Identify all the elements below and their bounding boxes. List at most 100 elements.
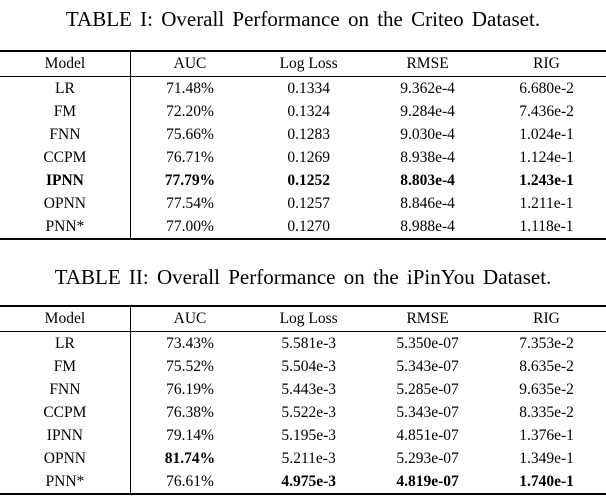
metric-cell: 75.52%	[166, 357, 214, 375]
table-body: LR 71.48% 0.1334 9.362e-4 6.680e-2 FM 72.20% 0.…	[0, 76, 606, 239]
performance-table-criteo: Model AUC Log Loss RMSE RIG LR 71.48% 0.1334 9.…	[0, 50, 606, 240]
table-2-caption: TABLE II: Overall Performance on the iPi…	[54, 265, 552, 289]
column-header-log-loss: Log Loss	[279, 310, 338, 327]
metric-cell: 5.293e-07	[396, 449, 459, 467]
metric-cell: 77.00%	[166, 217, 214, 235]
metric-cell: 8.988e-4	[400, 217, 455, 235]
metric-cell: 5.350e-07	[396, 334, 459, 352]
metric-cell: 6.680e-2	[519, 79, 574, 97]
model-cell: IPNN	[0, 424, 131, 447]
column-header-rig: RIG	[533, 55, 560, 72]
table-header: Model AUC Log Loss RMSE RIG	[0, 51, 606, 77]
column-header-rmse: RMSE	[406, 55, 449, 72]
model-cell: PNN*	[0, 215, 131, 239]
metric-cell: 9.362e-4	[400, 79, 455, 97]
table-row: CCPM 76.71% 0.1269 8.938e-4 1.124e-1	[0, 146, 606, 169]
metric-cell: 1.243e-1	[519, 171, 574, 189]
metric-cell: 0.1270	[287, 217, 330, 235]
table-header: Model AUC Log Loss RMSE RIG	[0, 306, 606, 332]
metric-cell: 5.211e-3	[281, 449, 336, 467]
metric-cell: 0.1324	[287, 102, 330, 120]
column-header-auc: AUC	[173, 55, 207, 72]
metric-cell: 79.14%	[166, 426, 214, 444]
metric-cell: 71.48%	[166, 79, 214, 97]
metric-cell: 0.1283	[287, 125, 330, 143]
model-cell: LR	[0, 331, 131, 355]
table-body: LR 73.43% 5.581e-3 5.350e-07 7.353e-2 FM 75.52…	[0, 331, 606, 494]
table-row: CCPM 76.38% 5.522e-3 5.343e-07 8.335e-2	[0, 401, 606, 424]
column-header-rig: RIG	[533, 310, 560, 327]
column-header-log-loss: Log Loss	[279, 55, 338, 72]
model-cell: CCPM	[0, 401, 131, 424]
model-cell: FM	[0, 100, 131, 123]
metric-cell: 1.124e-1	[519, 148, 574, 166]
header-row: Model AUC Log Loss RMSE RIG	[0, 306, 606, 332]
table-row: IPNN 79.14% 5.195e-3 4.851e-07 1.376e-1	[0, 424, 606, 447]
metric-cell: 8.803e-4	[400, 171, 455, 189]
model-cell: OPNN	[0, 192, 131, 215]
metric-cell: 77.79%	[164, 171, 216, 189]
metric-cell: 1.024e-1	[519, 125, 574, 143]
table-row: FM 72.20% 0.1324 9.284e-4 7.436e-2	[0, 100, 606, 123]
metric-cell: 8.938e-4	[400, 148, 455, 166]
metric-cell: 75.66%	[166, 125, 214, 143]
metric-cell: 5.343e-07	[396, 403, 459, 421]
table-row: LR 71.48% 0.1334 9.362e-4 6.680e-2	[0, 76, 606, 100]
model-cell: FNN	[0, 123, 131, 146]
table-row: PNN* 77.00% 0.1270 8.988e-4 1.118e-1	[0, 215, 606, 239]
metric-cell: 9.635e-2	[519, 380, 574, 398]
header-row: Model AUC Log Loss RMSE RIG	[0, 51, 606, 77]
metric-cell: 81.74%	[164, 449, 216, 467]
metric-cell: 5.285e-07	[396, 380, 459, 398]
table-row: FNN 75.66% 0.1283 9.030e-4 1.024e-1	[0, 123, 606, 146]
table-row: LR 73.43% 5.581e-3 5.350e-07 7.353e-2	[0, 331, 606, 355]
table-row: FNN 76.19% 5.443e-3 5.285e-07 9.635e-2	[0, 378, 606, 401]
metric-cell: 4.851e-07	[396, 426, 459, 444]
metric-cell: 1.118e-1	[519, 217, 574, 235]
metric-cell: 0.1334	[287, 79, 330, 97]
column-header-auc: AUC	[173, 310, 207, 327]
table-1-caption: TABLE I: Overall Performance on the Crit…	[65, 7, 541, 31]
metric-cell: 9.030e-4	[400, 125, 455, 143]
metric-cell: 0.1257	[287, 194, 330, 212]
metric-cell: 8.846e-4	[400, 194, 455, 212]
metric-cell: 9.284e-4	[400, 102, 455, 120]
metric-cell: 0.1252	[287, 171, 330, 189]
performance-table-ipinyou: Model AUC Log Loss RMSE RIG LR 73.43% 5.581e-3…	[0, 305, 606, 495]
metric-cell: 5.443e-3	[281, 380, 336, 398]
metric-cell: 76.19%	[166, 380, 214, 398]
table-row: IPNN 77.79% 0.1252 8.803e-4 1.243e-1	[0, 169, 606, 192]
column-header-rmse: RMSE	[406, 310, 449, 327]
model-cell: PNN*	[0, 470, 131, 494]
metric-cell: 4.819e-07	[396, 472, 459, 490]
metric-cell: 1.740e-1	[519, 472, 574, 490]
metric-cell: 5.581e-3	[281, 334, 336, 352]
metric-cell: 77.54%	[166, 194, 214, 212]
table-row: FM 75.52% 5.504e-3 5.343e-07 8.635e-2	[0, 355, 606, 378]
metric-cell: 72.20%	[166, 102, 214, 120]
table-row: PNN* 76.61% 4.975e-3 4.819e-07 1.740e-1	[0, 470, 606, 494]
model-cell: FNN	[0, 378, 131, 401]
metric-cell: 1.349e-1	[519, 449, 574, 467]
metric-cell: 7.353e-2	[519, 334, 574, 352]
model-cell: IPNN	[0, 169, 131, 192]
metric-cell: 73.43%	[166, 334, 214, 352]
metric-cell: 5.504e-3	[281, 357, 336, 375]
metric-cell: 8.335e-2	[519, 403, 574, 421]
table-row: OPNN 77.54% 0.1257 8.846e-4 1.211e-1	[0, 192, 606, 215]
metric-cell: 4.975e-3	[281, 472, 336, 490]
metric-cell: 76.71%	[166, 148, 214, 166]
model-cell: FM	[0, 355, 131, 378]
metric-cell: 5.195e-3	[281, 426, 336, 444]
metric-cell: 8.635e-2	[519, 357, 574, 375]
metric-cell: 76.61%	[166, 472, 214, 490]
column-header-model: Model	[0, 306, 131, 332]
metric-cell: 5.343e-07	[396, 357, 459, 375]
metric-cell: 5.522e-3	[281, 403, 336, 421]
model-cell: OPNN	[0, 447, 131, 470]
metric-cell: 0.1269	[287, 148, 330, 166]
column-header-model: Model	[0, 51, 131, 77]
table-row: OPNN 81.74% 5.211e-3 5.293e-07 1.349e-1	[0, 447, 606, 470]
metric-cell: 1.211e-1	[519, 194, 574, 212]
